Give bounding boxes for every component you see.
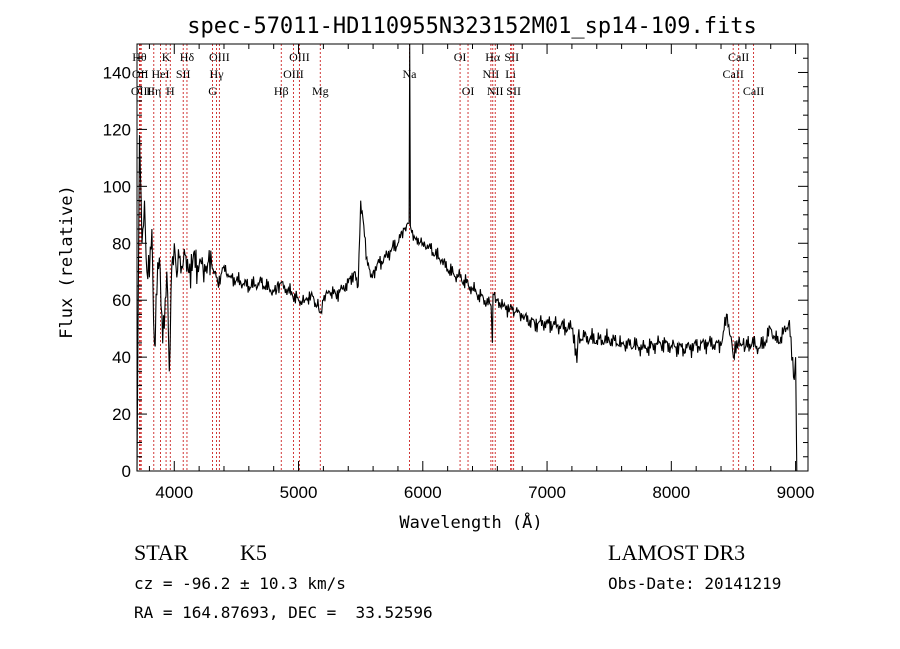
- y-tick-label: 60: [112, 291, 131, 310]
- line-marker-label: G: [208, 84, 217, 98]
- y-tick-label: 20: [112, 405, 131, 424]
- x-tick-label: 6000: [404, 483, 442, 502]
- line-marker-label: SII: [176, 67, 191, 81]
- line-marker-label: Li: [505, 67, 516, 81]
- line-marker-label: NII: [487, 84, 504, 98]
- y-tick-label: 40: [112, 348, 131, 367]
- line-marker-label: Hη: [146, 84, 161, 98]
- y-tick-label: 120: [103, 120, 131, 139]
- x-tick-label: 9000: [777, 483, 815, 502]
- x-tick-label: 7000: [528, 483, 566, 502]
- line-marker-label: K: [162, 50, 171, 64]
- redshift-text: cz = -96.2 ± 10.3 km/s: [134, 574, 346, 593]
- chart-title: spec-57011-HD110955N323152M01_sp14-109.f…: [187, 14, 757, 39]
- x-tick-label: 5000: [280, 483, 318, 502]
- x-axis-label: Wavelength (Å): [399, 511, 542, 533]
- line-markers: HθOIIOIIIHηHeIKHSIIHδGHγOIIIHβOIIIOIIIMg…: [131, 44, 764, 471]
- y-axis-label: Flux (relative): [57, 185, 77, 339]
- obs-date: Obs-Date: 20141219: [608, 574, 782, 593]
- line-marker-label: OII: [132, 67, 149, 81]
- line-marker-label: SII: [504, 50, 519, 64]
- coordinates: RA = 164.87693, DEC = 33.52596: [134, 603, 433, 622]
- line-marker-label: HeI: [151, 67, 169, 81]
- y-tick-label: 0: [122, 462, 131, 481]
- line-marker-label: Hγ: [210, 67, 225, 81]
- line-marker-label: OI: [462, 84, 475, 98]
- survey-name: LAMOST DR3: [608, 540, 746, 565]
- x-tick-label: 8000: [652, 483, 690, 502]
- y-tick-label: 100: [103, 177, 131, 196]
- line-marker-label: OIII: [209, 50, 230, 64]
- line-marker-label: Hθ: [132, 50, 147, 64]
- line-marker-label: CaII: [723, 67, 744, 81]
- plot-frame: [136, 43, 809, 472]
- line-marker-label: CaII: [728, 50, 749, 64]
- object-subclass: K5: [240, 540, 267, 565]
- object-class: STAR: [134, 540, 189, 565]
- line-marker-label: OIII: [131, 84, 152, 98]
- line-marker-label: SII: [506, 84, 521, 98]
- line-marker-label: Mg: [312, 84, 329, 98]
- spectrum-line: [136, 43, 798, 472]
- y-tick-label: 140: [103, 63, 131, 82]
- line-marker-label: Hδ: [180, 50, 195, 64]
- axis-ticks: 4000 5000 6000 7000 8000 9000 0 20 40 60 80 100 120 1…: [103, 44, 815, 502]
- line-marker-label: OIII: [289, 50, 310, 64]
- x-tick-label: 4000: [155, 483, 193, 502]
- line-marker-label: H: [166, 84, 175, 98]
- line-marker-label: Hα: [485, 50, 501, 64]
- line-marker-label: Hβ: [274, 84, 289, 98]
- line-marker-label: NII: [483, 67, 500, 81]
- y-tick-label: 80: [112, 234, 131, 253]
- line-marker-label: CaII: [743, 84, 764, 98]
- line-marker-label: OIII: [283, 67, 304, 81]
- line-marker-label: OI: [454, 50, 467, 64]
